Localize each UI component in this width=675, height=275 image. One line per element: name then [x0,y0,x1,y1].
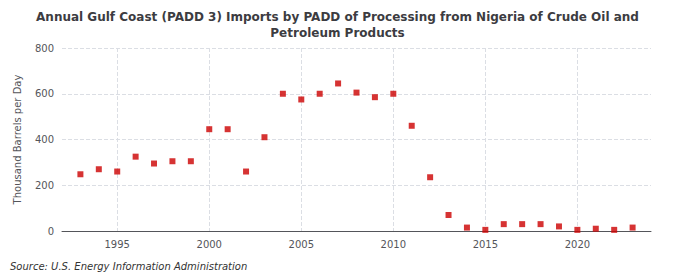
svg-text:2005: 2005 [289,239,314,250]
svg-text:1995: 1995 [104,239,129,250]
svg-text:2020: 2020 [565,239,590,250]
svg-text:Source: U.S. Energy Informatio: Source: U.S. Energy Information Administ… [10,261,247,272]
svg-text:800: 800 [35,43,54,54]
svg-text:200: 200 [35,180,54,191]
svg-text:2000: 2000 [197,239,222,250]
svg-text:0: 0 [48,226,54,237]
svg-text:400: 400 [35,134,54,145]
svg-text:Annual Gulf Coast (PADD 3) Imp: Annual Gulf Coast (PADD 3) Imports by PA… [36,10,639,24]
svg-text:2015: 2015 [473,239,498,250]
svg-text:Petroleum Products: Petroleum Products [270,26,404,40]
svg-text:2010: 2010 [381,239,406,250]
svg-text:Thousand Barrels per Day: Thousand Barrels per Day [12,75,23,206]
svg-text:600: 600 [35,88,54,99]
